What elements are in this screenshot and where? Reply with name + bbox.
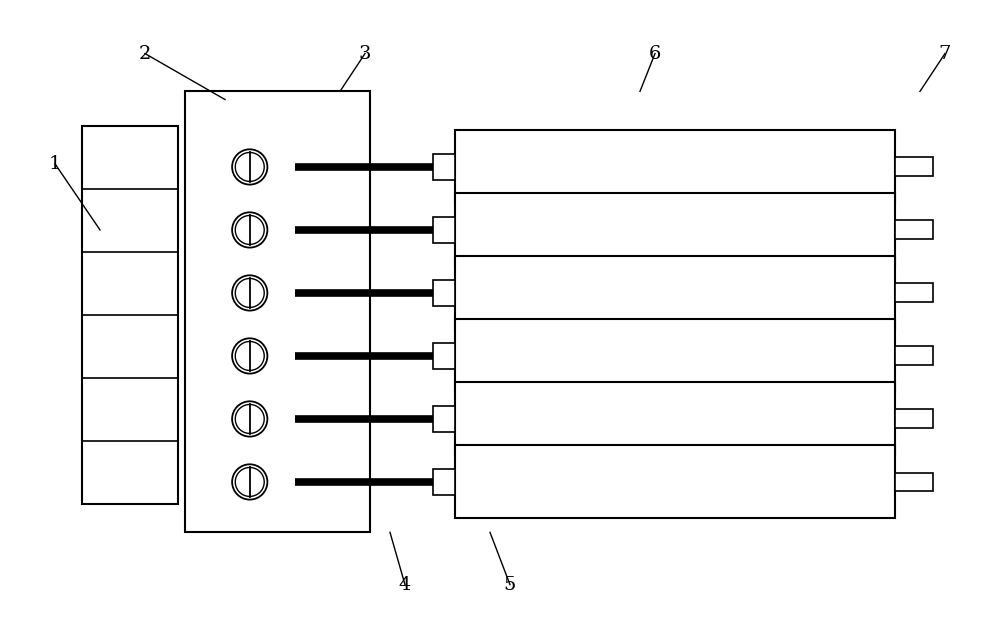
Bar — [455, 382, 895, 455]
Bar — [895, 410, 933, 428]
Bar — [433, 154, 455, 180]
Circle shape — [232, 275, 267, 311]
Bar — [895, 346, 933, 365]
Circle shape — [232, 338, 267, 374]
Text: 7: 7 — [939, 45, 951, 62]
Text: 3: 3 — [359, 45, 371, 62]
Text: 1: 1 — [49, 155, 61, 173]
Bar — [895, 284, 933, 302]
Bar — [433, 217, 455, 243]
Circle shape — [232, 464, 267, 500]
Bar — [895, 472, 933, 491]
Bar — [433, 469, 455, 495]
Bar — [433, 406, 455, 432]
Bar — [82, 126, 178, 504]
Bar — [433, 343, 455, 369]
Bar — [455, 319, 895, 392]
Circle shape — [232, 212, 267, 248]
Bar — [455, 256, 895, 329]
Bar — [455, 445, 895, 518]
Bar — [455, 193, 895, 266]
Bar — [455, 130, 895, 203]
Circle shape — [232, 401, 267, 437]
Text: 2: 2 — [139, 45, 151, 62]
Bar — [185, 91, 370, 532]
Circle shape — [232, 149, 267, 185]
Text: 5: 5 — [504, 576, 516, 593]
Bar — [895, 220, 933, 239]
Text: 6: 6 — [649, 45, 661, 62]
Text: 4: 4 — [399, 576, 411, 593]
Bar — [895, 158, 933, 176]
Bar — [433, 280, 455, 306]
